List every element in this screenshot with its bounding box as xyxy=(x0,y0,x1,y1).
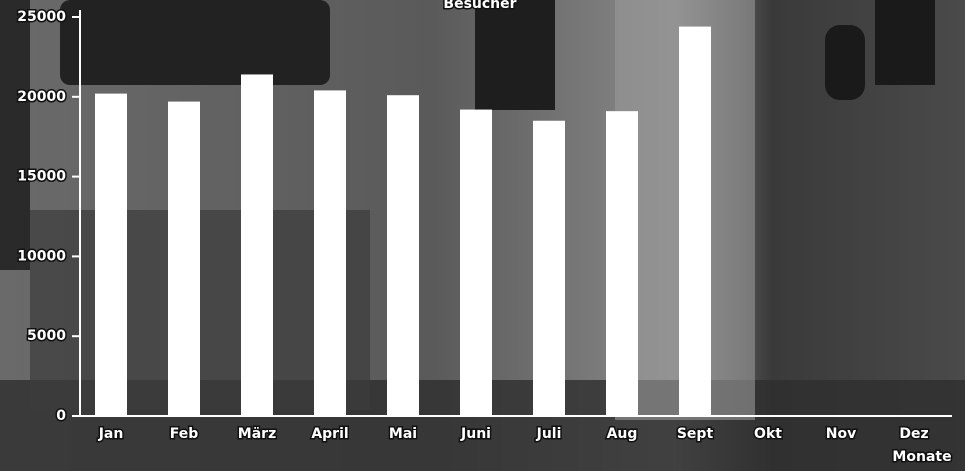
x-tick-label: April xyxy=(311,426,348,442)
bar xyxy=(679,26,711,417)
bar xyxy=(95,93,127,416)
y-tick-label: 15000 xyxy=(17,169,66,185)
x-tick-label: Aug xyxy=(607,426,638,442)
bar xyxy=(533,120,565,417)
x-tick-label: März xyxy=(238,426,276,442)
bar xyxy=(168,101,200,416)
y-tick-label: 20000 xyxy=(17,89,66,105)
y-tick-label: 25000 xyxy=(17,9,66,25)
x-tick-label: Sept xyxy=(677,426,714,442)
y-tick-label: 5000 xyxy=(27,328,66,344)
x-tick-label: Feb xyxy=(170,426,199,442)
x-tick-label: Dez xyxy=(899,426,928,442)
bar xyxy=(241,74,273,417)
x-tick-label: Juni xyxy=(460,426,491,442)
bar xyxy=(314,90,346,416)
x-tick-label: Jan xyxy=(98,426,124,442)
y-tick-label: 0 xyxy=(56,408,66,424)
y-tick-label: 10000 xyxy=(17,248,66,264)
x-tick-label: Nov xyxy=(826,426,856,442)
x-axis-title: Monate xyxy=(892,449,951,465)
x-tick-label: Juli xyxy=(536,426,562,442)
bar xyxy=(387,95,419,416)
y-axis-title: Besucher xyxy=(443,0,516,12)
x-tick-label: Mai xyxy=(389,426,417,442)
bar xyxy=(606,111,638,416)
bar xyxy=(460,109,492,417)
x-tick-label: Okt xyxy=(754,426,782,442)
